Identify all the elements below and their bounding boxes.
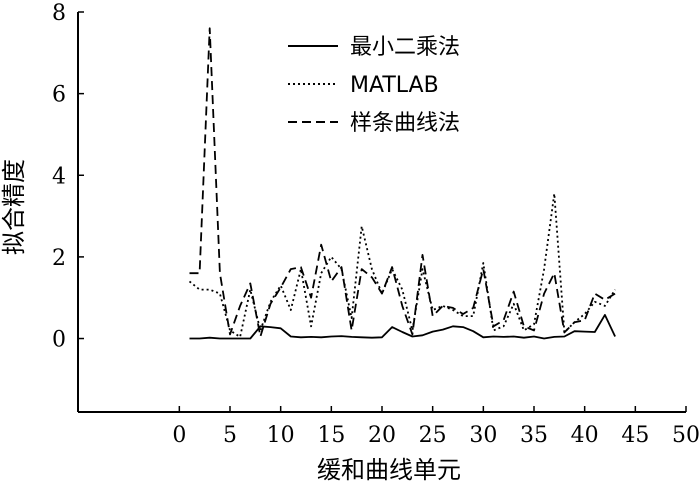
- tick-marks: 0 5 10 15 20 25 30 35 40 45 50 0 2 4 6 8: [52, 1, 700, 448]
- y-tick-label: 0: [52, 328, 66, 353]
- x-tick-label: 15: [317, 423, 345, 448]
- legend-label-spline: 样条曲线法: [350, 111, 460, 136]
- legend-label-matlab: MATLAB: [350, 73, 439, 98]
- x-tick-label: 40: [571, 423, 599, 448]
- x-tick-label: 50: [672, 423, 700, 448]
- x-tick-label: 0: [172, 423, 186, 448]
- axes: [77, 12, 686, 413]
- x-tick-label: 30: [469, 423, 497, 448]
- series-least-squares-line: [189, 313, 616, 340]
- y-tick-label: 2: [52, 246, 66, 271]
- x-tick-label: 5: [223, 423, 237, 448]
- x-tick-label: 10: [267, 423, 295, 448]
- y-tick-label: 6: [52, 83, 66, 108]
- y-axis-title: 拟合精度: [0, 159, 28, 255]
- x-axis-title: 缓和曲线单元: [317, 456, 461, 484]
- x-tick-label: 20: [368, 423, 396, 448]
- legend: 最小二乘法 MATLAB 样条曲线法: [288, 35, 460, 136]
- series-group: [188, 27, 616, 340]
- x-tick-label: 45: [621, 423, 649, 448]
- y-tick-label: 8: [52, 1, 66, 26]
- series-matlab-line: [188, 192, 616, 338]
- x-tick-label: 25: [419, 423, 447, 448]
- y-tick-label: 4: [52, 164, 66, 189]
- series-spline-line: [189, 27, 616, 338]
- x-tick-label: 35: [520, 423, 548, 448]
- legend-label-least-squares: 最小二乘法: [350, 35, 460, 60]
